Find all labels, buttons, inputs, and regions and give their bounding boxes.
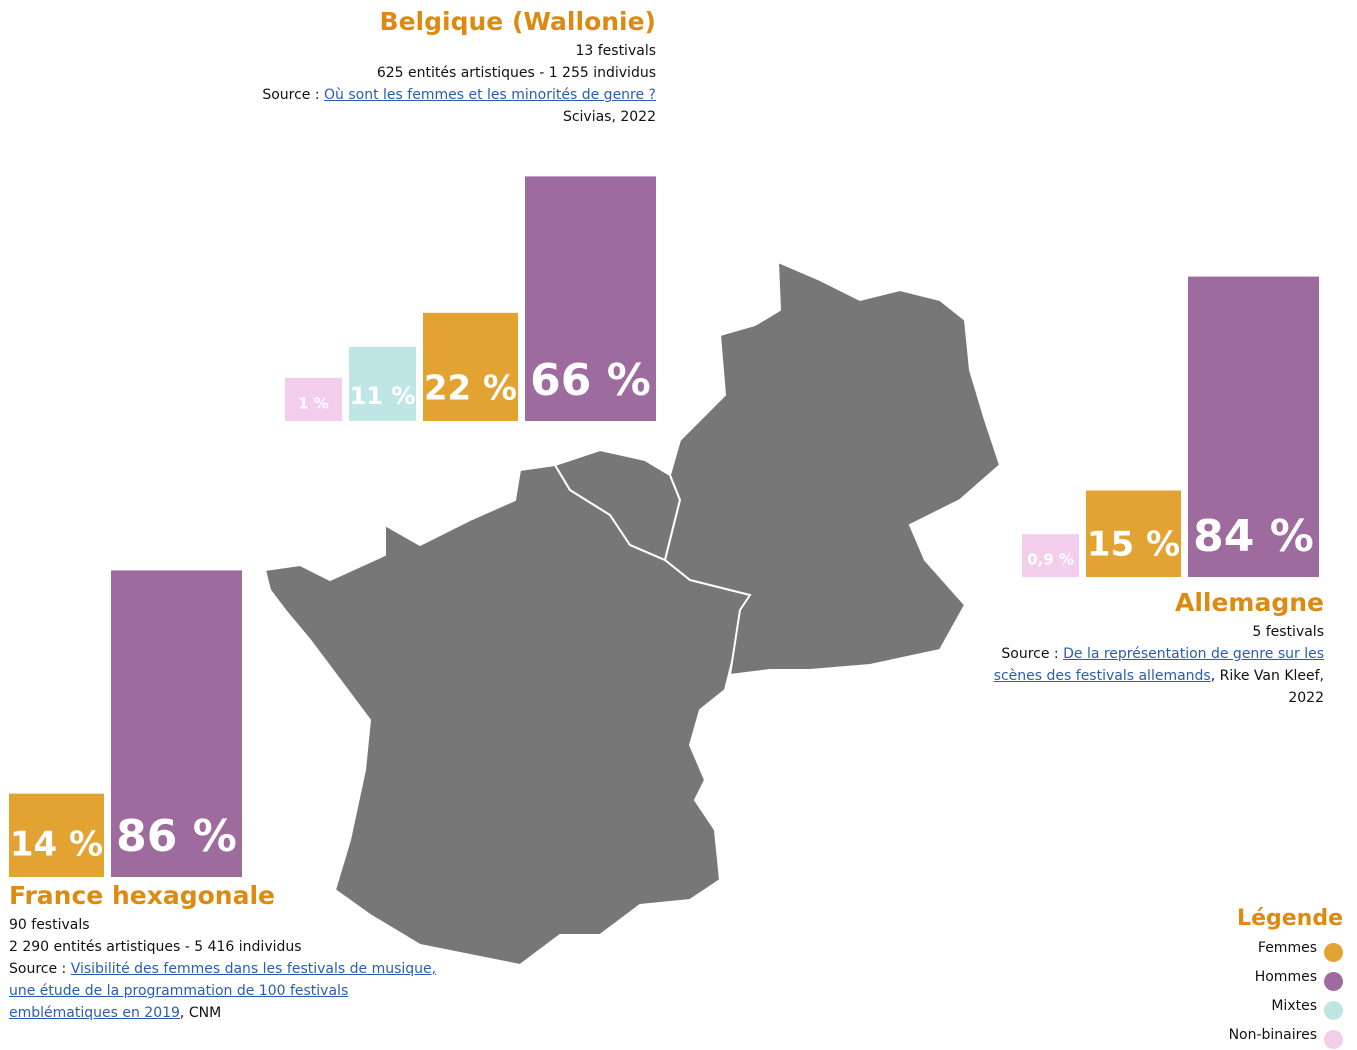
bar <box>1188 276 1319 577</box>
source-link[interactable]: Où sont les femmes et les minorités de g… <box>324 87 656 103</box>
info-line: 5 festivals <box>1252 624 1324 640</box>
source-credit: , Rike Van Kleef, 2022 <box>1210 668 1324 706</box>
bar <box>423 312 518 421</box>
info-block: Belgique (Wallonie) 13 festivals 625 entit… <box>236 6 656 128</box>
bar <box>9 793 104 877</box>
region-title: France hexagonale <box>9 881 275 910</box>
bar <box>285 377 342 421</box>
legend-swatch <box>1324 1030 1343 1049</box>
legend-label: Mixtes <box>1271 998 1317 1014</box>
region-title: Belgique (Wallonie) <box>379 7 656 36</box>
info-block: France hexagonale 90 festivals 2 290 entit… <box>9 880 454 1024</box>
source-credit: , CNM <box>179 1005 222 1021</box>
france <box>263 463 752 967</box>
bar-label: 86 % <box>116 811 237 862</box>
map <box>263 260 1002 967</box>
bar-label: 84 % <box>1193 511 1314 562</box>
germany <box>663 260 1002 677</box>
legend-item: Hommes <box>1229 963 1343 992</box>
bar-label: 11 % <box>350 382 416 410</box>
info-line: 90 festivals <box>9 917 90 933</box>
source: Source : Visibilité des femmes dans les … <box>9 958 454 1024</box>
legend-item: Non-binaires <box>1229 1021 1343 1050</box>
legend-item: Femmes <box>1229 934 1343 963</box>
source-credit: Scivias, 2022 <box>562 109 656 125</box>
info-block: Allemagne 5 festivals Source : De la repré… <box>984 587 1324 709</box>
source: Source : De la représentation de genre s… <box>984 643 1324 709</box>
region-title: Allemagne <box>1174 588 1324 617</box>
source-link[interactable]: Visibilité des femmes dans les festivals… <box>9 961 437 1021</box>
legend-swatch <box>1324 972 1343 991</box>
source-label: Source : <box>9 961 67 977</box>
legend-title: Légende <box>1237 906 1343 931</box>
legend-swatch <box>1324 943 1343 962</box>
bar-label: 14 % <box>10 825 103 865</box>
bar <box>111 570 242 877</box>
bar-label: 15 % <box>1087 525 1180 565</box>
bar-label: 0,9 % <box>1027 550 1074 568</box>
info-line: 2 290 entités artistiques - 5 416 indivi… <box>9 939 302 955</box>
source: Source : Où sont les femmes et les minor… <box>236 84 656 128</box>
bar <box>1086 490 1181 577</box>
bar-label: 66 % <box>530 355 651 406</box>
bar-label: 1 % <box>298 394 329 412</box>
legend-label: Hommes <box>1254 969 1317 985</box>
legend-swatch <box>1324 1001 1343 1020</box>
bar-label: 22 % <box>424 369 517 409</box>
legend-label: Femmes <box>1257 940 1317 956</box>
legend-label: Non-binaires <box>1228 1027 1317 1043</box>
source-label: Source : <box>1001 646 1059 662</box>
legend: Légende Femmes Hommes Mixtes Non-binaires <box>1229 904 1343 1050</box>
bar <box>525 176 656 421</box>
source-label: Source : <box>262 87 320 103</box>
bar <box>1022 534 1079 577</box>
info-line: 13 festivals <box>575 43 656 59</box>
info-line: 625 entités artistiques - 1 255 individu… <box>376 65 656 81</box>
bar <box>349 346 416 421</box>
source-link[interactable]: De la représentation de genre sur les sc… <box>993 646 1324 684</box>
legend-item: Mixtes <box>1229 992 1343 1021</box>
